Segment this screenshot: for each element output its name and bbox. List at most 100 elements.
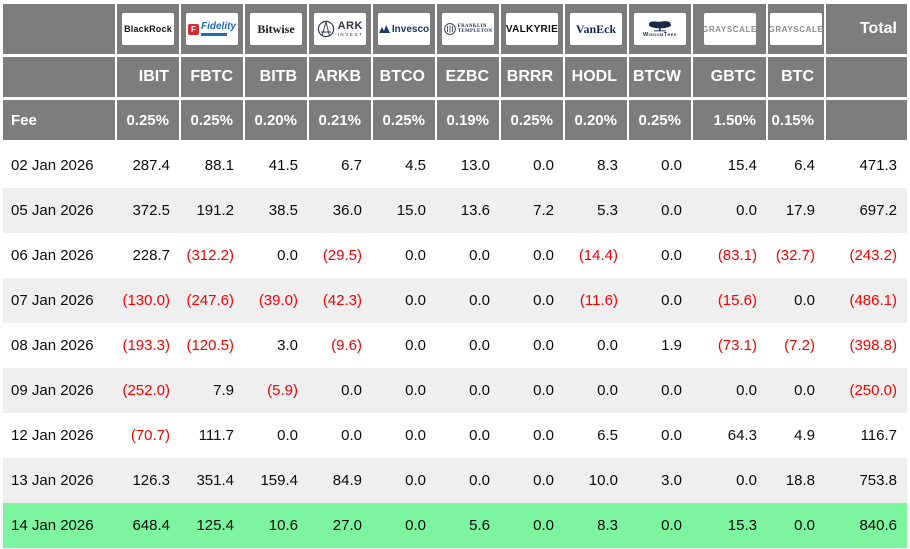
fee-brrr: 0.25% [500, 98, 565, 143]
provider-logo-cell: ARK INVEST [308, 4, 373, 57]
invesco-logo: Invesco [378, 13, 430, 45]
flow-value-ezbc: 13.6 [436, 188, 500, 233]
fee-fbtc: 0.25% [180, 98, 245, 143]
provider-logo-cell: Bitwise [244, 4, 309, 57]
flow-value-btcw: 0.0 [628, 368, 692, 413]
flow-total: (250.0) [825, 368, 907, 413]
provider-logo-cell: VALKYRIE [500, 4, 565, 57]
ticker-fbtc: FBTC [180, 55, 245, 100]
ticker-btc: BTC [767, 55, 826, 100]
flow-value-fbtc: (247.6) [180, 278, 244, 323]
flow-value-btco: 0.0 [372, 368, 436, 413]
flow-value-fbtc: 191.2 [180, 188, 244, 233]
provider-logo-cell: GRAYSCALE [767, 4, 826, 57]
flow-value-arkb: 0.0 [308, 368, 372, 413]
flow-value-btco: 4.5 [405, 157, 426, 174]
ticker-btcw: BTCW [628, 55, 693, 100]
row-date: 05 Jan 2026 [3, 188, 116, 233]
fidelity-logo: F Fidelity [186, 13, 238, 45]
flow-value-gbtc: 0.0 [692, 188, 767, 233]
flow-value-btc: (32.7) [775, 247, 815, 264]
table-row: 07 Jan 2026 (130.0) (247.6) (39.0) (42.3) 0.0… [3, 278, 907, 323]
flow-value-ezbc: 0.0 [436, 278, 500, 323]
flow-value-ibit: 126.3 [116, 458, 180, 503]
ticker-ibit: IBIT [116, 55, 181, 100]
flow-value-btcw: 3.0 [628, 458, 692, 503]
flow-value-ezbc: 0.0 [469, 337, 490, 354]
flow-value-ibit: 648.4 [116, 503, 180, 548]
flow-value-btc: (7.2) [784, 337, 815, 354]
flow-value-bitb: 159.4 [244, 458, 308, 503]
flow-value-arkb: (42.3) [308, 278, 372, 323]
flow-value-fbtc: 125.4 [180, 503, 244, 548]
valkyrie-logo: VALKYRIE [506, 13, 558, 45]
invesco-mark-icon [378, 24, 390, 33]
flow-value-gbtc: 0.0 [692, 458, 767, 503]
flow-value-brrr: 0.0 [500, 458, 564, 503]
ark-compass-icon [317, 20, 334, 38]
flow-value-btcw: 0.0 [661, 157, 682, 174]
flow-value-btcw: 0.0 [628, 278, 692, 323]
flow-total: 840.6 [825, 503, 907, 548]
flow-value-hodl: 6.5 [597, 427, 618, 444]
flow-total: 116.7 [860, 427, 897, 444]
flow-value-gbtc: 64.3 [727, 427, 757, 444]
flow-value-btco: 0.0 [405, 247, 426, 264]
grayscale-logo-text: GRAYSCALE [703, 24, 756, 34]
flow-value-btc: 18.8 [767, 458, 825, 503]
flow-value-fbtc: (120.5) [186, 337, 234, 354]
flow-value-bitb: 10.6 [244, 503, 308, 548]
provider-logo-cell: WisdomTree [628, 4, 693, 57]
fidelity-logo-text: Fidelity [200, 21, 236, 32]
fee-ezbc: 0.19% [436, 98, 501, 143]
etf-flow-table: BlackRock F Fidelity Bitwise ARK INVEST Invesc… [3, 4, 907, 548]
flow-value-btc: 0.0 [767, 368, 825, 413]
blackrock-logo: BlackRock [122, 13, 174, 45]
flow-value-ezbc: 13.0 [460, 157, 490, 174]
flow-value-fbtc: 111.7 [198, 427, 234, 444]
flow-value-arkb: (9.6) [331, 337, 362, 354]
flow-value-btco: 0.0 [372, 503, 436, 548]
flow-value-bitb: 3.0 [277, 337, 298, 354]
flow-value-btc: 0.0 [767, 503, 825, 548]
flow-value-btc: 4.9 [794, 427, 815, 444]
franklin-logo-subtext: TEMPLETON [457, 29, 493, 34]
fee-bitb: 0.20% [244, 98, 309, 143]
flow-total: (398.8) [849, 337, 897, 354]
provider-logo-cell: GRAYSCALE [692, 4, 768, 57]
flow-value-btco: 0.0 [405, 427, 426, 444]
flow-value-gbtc: 15.4 [727, 157, 757, 174]
ticker-brrr: BRRR [500, 55, 565, 100]
table-row: 14 Jan 2026 648.4 125.4 10.6 27.0 0.0 5.6 0.0 8.… [3, 503, 907, 548]
flow-value-btcw: 0.0 [628, 503, 692, 548]
flow-total: 697.2 [825, 188, 907, 233]
ticker-row-total-cell [825, 55, 907, 100]
ark-logo-subtext: INVEST [337, 31, 364, 37]
flow-value-bitb: 41.5 [268, 157, 298, 174]
flow-value-hodl: 5.3 [564, 188, 628, 233]
blackrock-logo-text: BlackRock [124, 24, 172, 34]
flow-value-hodl: 0.0 [597, 337, 618, 354]
flow-value-ibit: 228.7 [132, 247, 170, 264]
flow-value-ibit: 287.4 [132, 157, 170, 174]
flow-value-bitb: 0.0 [277, 247, 298, 264]
flow-value-brrr: 0.0 [500, 368, 564, 413]
franklin-logo: FRANKLIN TEMPLETON [442, 13, 494, 45]
fee-row-total-cell [825, 98, 907, 143]
fee-arkb: 0.21% [308, 98, 373, 143]
flow-table-body: 02 Jan 2026 287.4 88.1 41.5 6.7 4.5 13.0 0.0 8.3… [3, 142, 907, 548]
provider-logo-cell: VanEck [564, 4, 629, 57]
flow-value-brrr: 7.2 [500, 188, 564, 233]
flow-value-btc: 6.4 [794, 157, 815, 174]
fee-row-label: Fee [3, 98, 117, 143]
flow-value-btco: 0.0 [372, 278, 436, 323]
valkyrie-logo-text: VALKYRIE [506, 23, 558, 35]
fee-btco: 0.25% [372, 98, 437, 143]
wisdomtree-logo: WisdomTree [634, 13, 686, 45]
franklin-seal-icon [443, 23, 456, 35]
flow-value-arkb: (29.5) [322, 247, 362, 264]
flow-value-ibit: 372.5 [116, 188, 180, 233]
grayscale-logo: GRAYSCALE [770, 13, 822, 45]
vaneck-logo-text: VanEck [575, 21, 617, 36]
